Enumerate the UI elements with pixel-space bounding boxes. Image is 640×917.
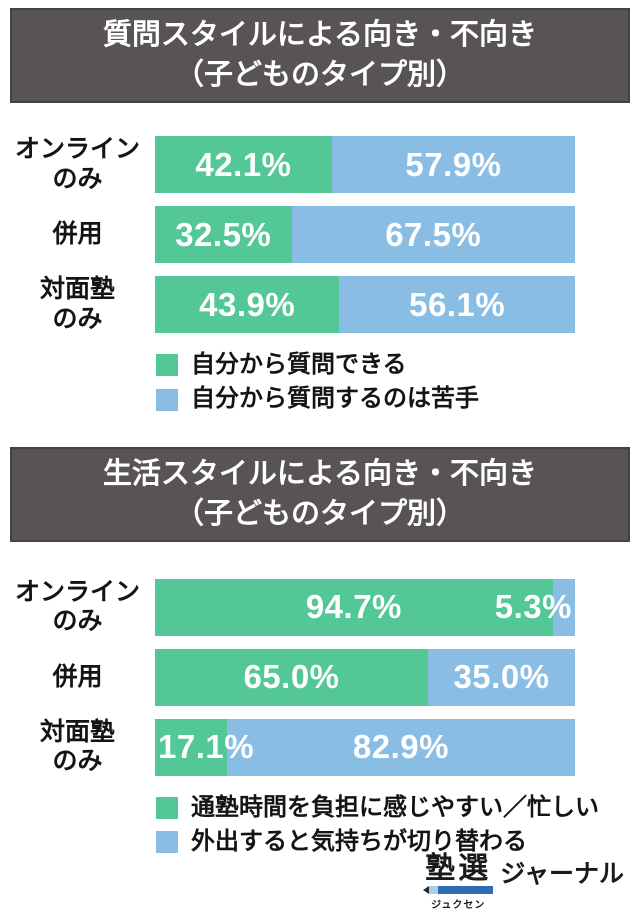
chart-title-line1: 質問スタイルによる向き・不向き — [102, 19, 538, 51]
legend-item: 外出すると気持ちが切り替わる — [156, 828, 640, 856]
legend-item: 自分から質問できる — [156, 351, 640, 379]
bar-chart: オンライン のみ 42.1% 57.9% 併用 32.5% 67.5% 対面塾 のみ 43.9… — [0, 135, 640, 334]
legend-label: 自分から質問できる — [191, 351, 407, 379]
segment-blue: 56.1% — [339, 276, 575, 334]
segment-value: 5.3% — [494, 588, 572, 626]
row-label: オンライン のみ — [14, 135, 140, 193]
segment-value: 57.9% — [405, 145, 502, 183]
segment-value: 32.5% — [175, 215, 272, 253]
segment-value: 43.9% — [199, 285, 296, 323]
segment-blue: 82.9% — [226, 718, 575, 776]
chart-legend: 自分から質問できる自分から質問するのは苦手 — [156, 351, 640, 413]
bar-row: オンライン のみ 94.7% 5.3% — [0, 577, 640, 636]
stacked-bar: 65.0% 35.0% — [155, 648, 575, 706]
row-label: オンライン のみ — [14, 577, 140, 636]
segment-value: 17.1% — [158, 728, 255, 766]
bar-row: オンライン のみ 42.1% 57.9% — [0, 135, 640, 194]
bar-row: 併用 65.0% 35.0% — [0, 648, 640, 706]
legend-item: 通塾時間を負担に感じやすい／忙しい — [156, 793, 640, 821]
legend-label: 外出すると気持ちが切り替わる — [191, 828, 527, 856]
stacked-bar: 17.1% 82.9% — [155, 718, 575, 776]
stacked-bar: 94.7% 5.3% — [155, 578, 575, 636]
logo-main-text: 塾選 — [425, 852, 492, 885]
row-label: 併用 — [52, 662, 103, 691]
bar-row: 併用 32.5% 67.5% — [0, 206, 640, 264]
segment-blue: 35.0% — [428, 648, 575, 706]
segment-green: 65.0% — [155, 648, 428, 706]
pencil-wood — [429, 886, 439, 894]
segment-blue: 67.5% — [291, 206, 575, 264]
chart-section-question-style: 質問スタイルによる向き・不向き （子どものタイプ別） オンライン のみ 42.1%… — [0, 8, 640, 413]
segment-value: 82.9% — [352, 728, 449, 766]
chart-section-life-style: 生活スタイルによる向き・不向き （子どものタイプ別） オンライン のみ 94.7%… — [0, 446, 640, 856]
logo-furigana-text: ジュクセン — [431, 900, 486, 911]
segment-blue — [552, 578, 575, 636]
legend-swatch-green — [156, 354, 178, 377]
segment-value: 94.7% — [305, 588, 402, 626]
segment-green: 32.5% — [155, 206, 292, 264]
bar-row: 対面塾 のみ 43.9% 56.1% — [0, 275, 640, 334]
row-label: 併用 — [52, 219, 103, 248]
row-label: 対面塾 のみ — [39, 717, 115, 776]
pencil-underline-icon — [423, 886, 494, 894]
bar-chart: オンライン のみ 94.7% 5.3% 併用 65.0% 35.0% 対面塾 のみ 17.1%… — [0, 577, 640, 776]
jukusen-journal-logo: 塾選 ジュクセン ジャーナル — [423, 854, 624, 911]
chart-title-line2: （子どものタイプ別） — [174, 59, 465, 92]
pencil-point — [423, 886, 430, 894]
logo-left-block: 塾選 ジュクセン — [423, 852, 494, 911]
segment-value: 67.5% — [385, 215, 482, 253]
chart-title-banner: 質問スタイルによる向き・不向き （子どものタイプ別） — [10, 8, 630, 104]
segment-green: 94.7% — [155, 578, 553, 636]
legend-label: 自分から質問するのは苦手 — [191, 385, 479, 413]
segment-value: 42.1% — [195, 145, 292, 183]
legend-swatch-green — [156, 797, 178, 820]
segment-value: 56.1% — [409, 285, 506, 323]
legend-label: 通塾時間を負担に感じやすい／忙しい — [191, 793, 599, 821]
stacked-bar: 43.9% 56.1% — [155, 276, 575, 334]
chart-title-banner: 生活スタイルによる向き・不向き （子どものタイプ別） — [10, 446, 630, 542]
stacked-bar: 42.1% 57.9% — [155, 136, 575, 194]
chart-title-line1: 生活スタイルによる向き・不向き — [102, 457, 538, 490]
chart-title-line2: （子どものタイプ別） — [174, 497, 465, 530]
legend-swatch-blue — [156, 831, 178, 854]
stacked-bar: 32.5% 67.5% — [155, 206, 575, 264]
segment-green — [155, 718, 227, 776]
row-label: 対面塾 のみ — [39, 275, 115, 333]
legend-item: 自分から質問するのは苦手 — [156, 386, 640, 412]
segment-green: 42.1% — [155, 136, 332, 194]
chart-legend: 通塾時間を負担に感じやすい／忙しい 外出すると気持ちが切り替わる — [156, 793, 640, 856]
bar-row: 対面塾 のみ 17.1% 82.9% — [0, 717, 640, 776]
logo-suffix-text: ジャーナル — [500, 860, 624, 888]
segment-value: 65.0% — [243, 658, 340, 696]
segment-blue: 57.9% — [331, 136, 575, 194]
legend-swatch-blue — [156, 388, 178, 411]
segment-green: 43.9% — [155, 276, 340, 334]
segment-value: 35.0% — [453, 658, 550, 696]
pencil-body — [438, 886, 494, 894]
